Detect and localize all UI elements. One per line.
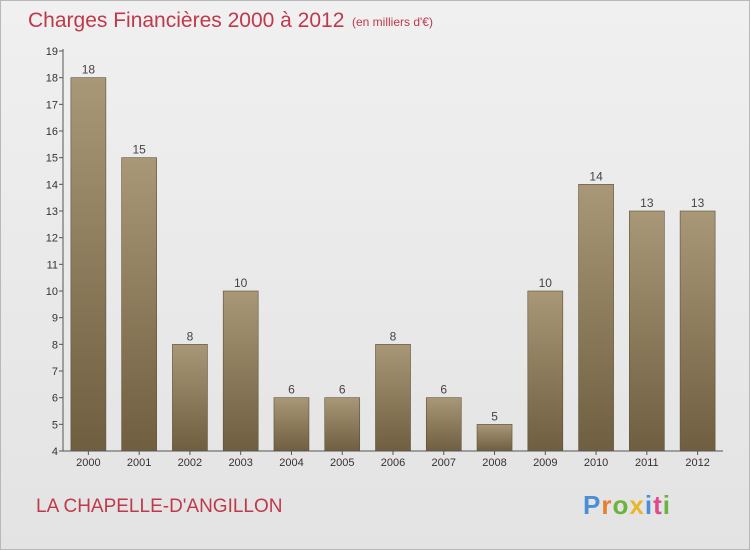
x-tick-label-2011: 2011 [635,457,659,469]
y-tick-label: 17 [46,99,58,111]
y-axis: 4 5 6 7 8 9 10 11 12 13 14 15 16 17 18 19 [46,46,64,458]
bar-2011[interactable] [629,210,665,452]
logo-letter: i [662,490,671,520]
x-tick-label-2012: 2012 [685,457,709,469]
data-label-2010: 14 [589,169,603,183]
data-label-2011: 13 [640,196,654,210]
data-label-2003: 10 [234,276,248,290]
bars: 18 15 8 10 6 6 8 6 5 10 14 13 13 [70,63,716,452]
data-label-2002: 8 [187,329,194,343]
place-name: LA CHAPELLE-D'ANGILLON [36,496,283,517]
data-label-2005: 6 [339,383,346,397]
chart-title: Charges Financières 2000 à 2012 [28,9,345,32]
y-tick-label: 10 [46,286,58,298]
bar-2000[interactable] [70,77,107,452]
x-tick-label-2008: 2008 [482,457,506,469]
y-tick-label: 14 [46,179,58,191]
proxiti-logo[interactable]: Proxiti [583,490,671,521]
bar-2003[interactable] [222,290,259,452]
y-tick-label: 8 [52,339,58,351]
bar-2009[interactable] [527,290,564,452]
x-tick-label-2007: 2007 [432,457,456,469]
logo-letter: o [612,490,630,520]
bar-2006[interactable] [375,344,411,452]
bar-2007[interactable] [425,397,462,452]
x-axis: 2000 2001 2002 2003 2004 2005 2006 2007 2008 2009… [63,450,723,469]
bar-2004[interactable] [273,397,310,452]
y-tick-label: 5 [52,419,58,431]
data-label-2006: 8 [390,329,397,343]
y-tick-label: 7 [52,366,58,378]
y-tick-label: 6 [52,393,58,405]
y-tick-label: 12 [46,233,58,245]
x-tick-label-2002: 2002 [178,457,202,469]
x-tick-label-2009: 2009 [533,457,557,469]
y-tick-label: 16 [46,126,58,138]
data-label-2001: 15 [132,143,146,157]
x-tick-label-2003: 2003 [228,457,252,469]
x-tick-label-2010: 2010 [584,457,608,469]
data-label-2007: 6 [440,383,447,397]
y-tick-label: 13 [46,206,58,218]
chart-subtitle: (en milliers d'€) [352,15,433,29]
data-label-2012: 13 [691,196,705,210]
bar-2002[interactable] [172,344,208,452]
data-label-2008: 5 [491,409,498,423]
x-tick-label-2000: 2000 [76,457,100,469]
y-tick-label: 9 [52,313,58,325]
y-tick-label: 19 [46,46,58,58]
data-label-2000: 18 [82,63,96,77]
x-tick-label-2006: 2006 [381,457,405,469]
y-tick-label: 11 [47,259,58,271]
logo-letter: P [583,490,602,520]
bar-2010[interactable] [578,184,614,452]
bar-2012[interactable] [679,210,716,452]
data-label-2009: 10 [539,276,553,290]
y-tick-label: 15 [46,153,58,165]
y-tick-label: 4 [52,446,58,458]
data-label-2004: 6 [288,383,295,397]
x-tick-label-2005: 2005 [330,457,354,469]
logo-letter: t [653,490,663,520]
x-tick-label-2004: 2004 [279,457,303,469]
x-tick-label-2001: 2001 [127,457,151,469]
y-tick-label: 18 [46,73,58,85]
logo-letter: r [601,490,613,520]
bar-2008[interactable] [476,424,513,452]
bar-2001[interactable] [121,157,157,452]
logo-letter: x [629,490,645,520]
logo-letter: i [644,490,654,520]
bar-2005[interactable] [324,397,361,452]
